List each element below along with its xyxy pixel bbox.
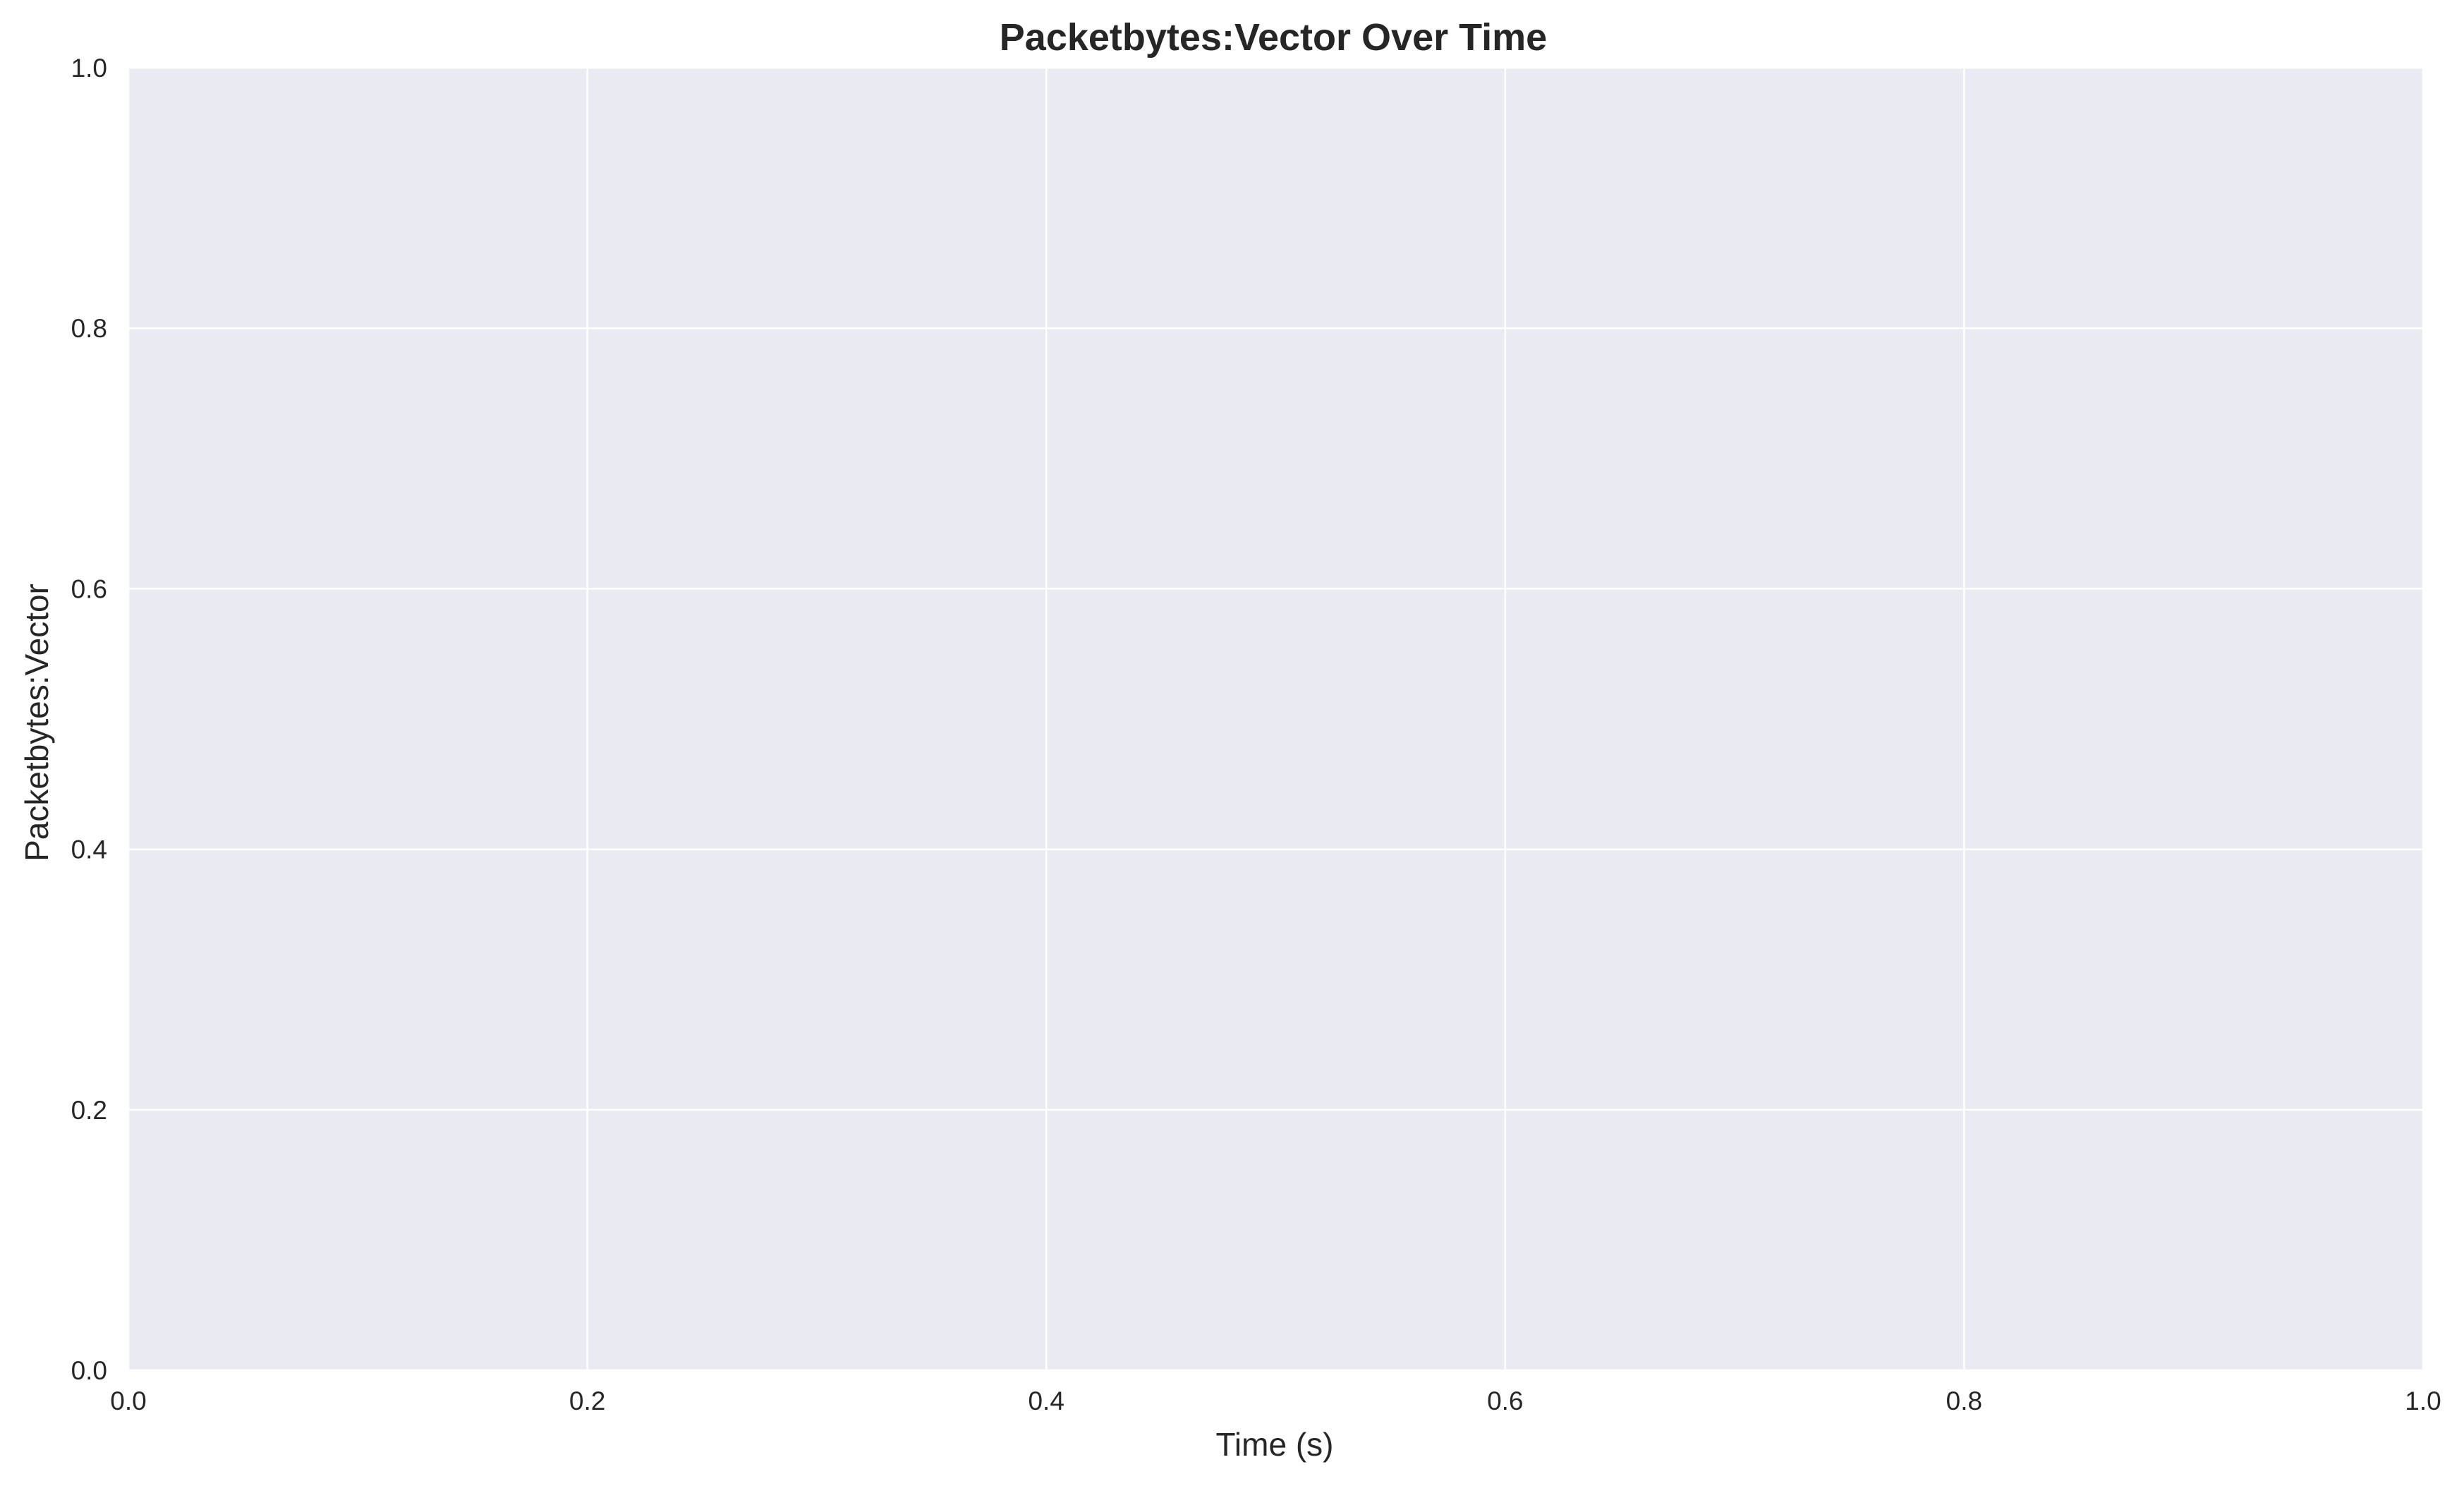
y-tick-label: 0.4 <box>71 835 107 864</box>
plot-area <box>128 68 2423 1370</box>
x-tick-label: 0.2 <box>569 1387 605 1415</box>
y-tick-label: 0.2 <box>71 1096 107 1125</box>
x-tick-label: 1.0 <box>2405 1387 2441 1415</box>
y-axis-label: Packetbytes:Vector <box>18 584 55 862</box>
y-axis-ticks: 0.0 0.2 0.4 0.6 0.8 1.0 <box>71 54 107 1385</box>
x-tick-label: 0.0 <box>110 1387 146 1415</box>
x-tick-label: 0.8 <box>1946 1387 1982 1415</box>
chart-title: Packetbytes:Vector Over Time <box>1000 16 1547 59</box>
x-tick-label: 0.6 <box>1487 1387 1523 1415</box>
y-tick-label: 0.6 <box>71 574 107 603</box>
x-axis-ticks: 0.0 0.2 0.4 0.6 0.8 1.0 <box>110 1387 2441 1415</box>
grid <box>127 66 2424 1372</box>
x-tick-label: 0.4 <box>1028 1387 1064 1415</box>
x-axis-label: Time (s) <box>1216 1426 1334 1463</box>
y-tick-label: 0.0 <box>71 1356 107 1385</box>
y-tick-label: 0.8 <box>71 314 107 343</box>
y-tick-label: 1.0 <box>71 54 107 83</box>
